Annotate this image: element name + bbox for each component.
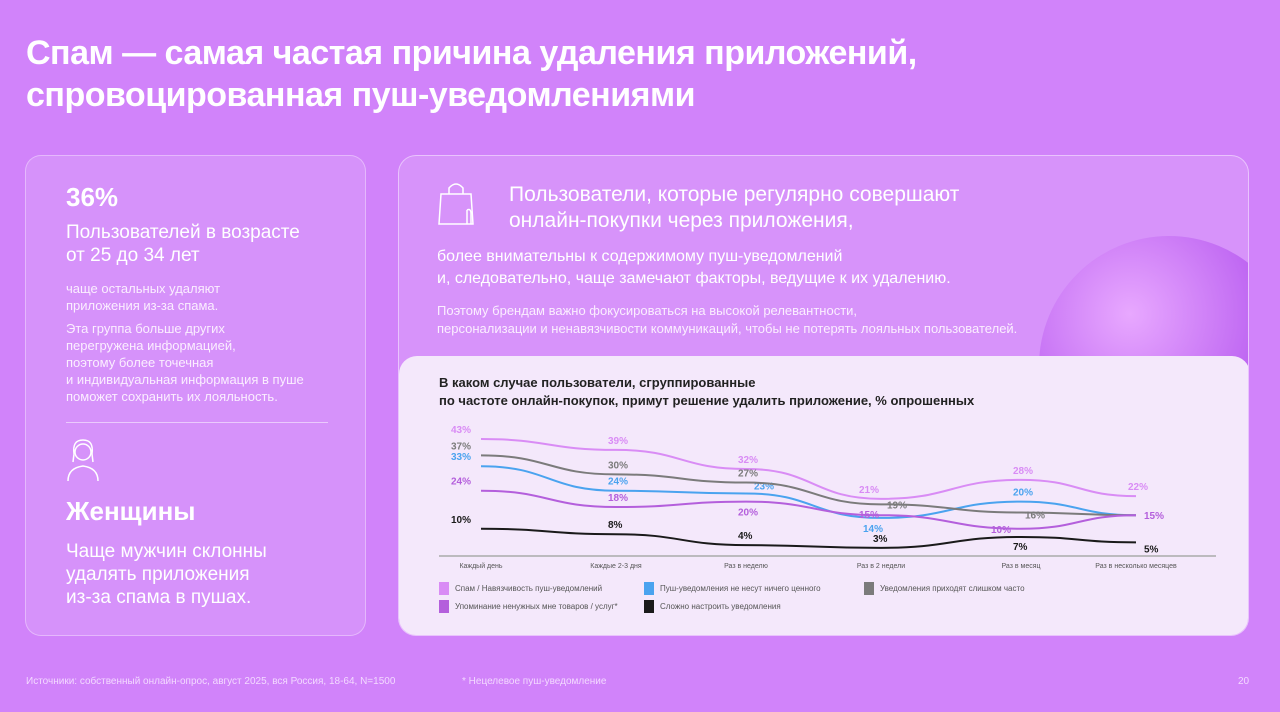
data-label: 20%	[1013, 488, 1033, 499]
data-label: 19%	[887, 500, 907, 511]
legend-swatch	[644, 582, 654, 595]
stat-value: 36%	[66, 182, 119, 212]
shoppers-heading: Пользователи, которые регулярно совершаю…	[509, 183, 960, 232]
stat-sub: чаще остальных удаляют приложения из-за с…	[66, 281, 221, 313]
chart-card: В каком случае пользователи, сгруппирова…	[399, 356, 1248, 635]
shoppers-note: Поэтому брендам важно фокусироваться на …	[437, 303, 1018, 336]
age-stat-card: 36% Пользователей в возрасте от 25 до 34 …	[25, 155, 366, 636]
series-line	[480, 527, 1137, 549]
legend-swatch	[439, 582, 449, 595]
data-label: 15%	[859, 510, 879, 521]
legend-item: Сложно настроить уведомления	[644, 600, 781, 613]
data-label: 4%	[738, 531, 753, 542]
data-label: 18%	[608, 493, 628, 504]
footnote: * Нецелевое пуш-уведомление	[462, 676, 607, 687]
series-line	[480, 489, 1137, 530]
data-label: 43%	[451, 425, 471, 436]
x-tick-label: Раз в несколько месяцев	[1095, 563, 1177, 570]
data-label: 3%	[873, 534, 888, 545]
data-label: 39%	[608, 436, 628, 447]
series-line	[480, 465, 1137, 519]
shoppers-card: Пользователи, которые регулярно совершаю…	[398, 155, 1249, 636]
x-tick-label: Раз в неделю	[724, 563, 768, 570]
data-label: 10%	[451, 515, 471, 526]
shopping-bag-icon	[438, 183, 474, 225]
stat-text: Пользователей в возрасте от 25 до 34 лет	[66, 222, 300, 266]
data-label: 27%	[738, 469, 758, 480]
women-heading: Женщины	[66, 496, 196, 526]
data-label: 15%	[1144, 511, 1164, 522]
series-line	[480, 438, 1137, 500]
x-tick-label: Раз в 2 недели	[857, 563, 905, 570]
legend-label: Спам / Навязчивость пуш-уведомлений	[455, 584, 603, 593]
legend-item: Спам / Навязчивость пуш-уведомлений	[439, 582, 602, 595]
data-label: 24%	[608, 477, 628, 488]
stat-note: Эта группа больше других перегружена инфо…	[66, 321, 304, 404]
legend-item: Упоминание ненужных мне товаров / услуг*	[439, 600, 618, 613]
woman-icon	[67, 439, 99, 482]
x-tick-label: Раз в месяц	[1001, 563, 1040, 570]
x-tick-label: Каждые 2-3 дня	[590, 563, 642, 570]
legend-label: Упоминание ненужных мне товаров / услуг*	[455, 602, 618, 611]
data-label: 24%	[451, 477, 471, 488]
data-label: 28%	[1013, 466, 1033, 477]
data-label: 5%	[1144, 544, 1159, 555]
legend-label: Сложно настроить уведомления	[660, 602, 781, 611]
data-label: 22%	[1128, 482, 1148, 493]
series-line	[480, 454, 1137, 517]
data-label: 23%	[754, 481, 774, 492]
line-chart: Каждый день Каждые 2-3 дня Раз в неделю Раз…	[439, 425, 1216, 570]
title-line: спровоцированная пуш-уведомлениями	[26, 76, 695, 114]
data-label: 37%	[451, 441, 471, 452]
legend-swatch	[864, 582, 874, 595]
legend-item: Пуш-уведомления не несут ничего ценного	[644, 582, 821, 595]
page-number: 20	[1238, 676, 1250, 687]
legend-label: Пуш-уведомления не несут ничего ценного	[660, 584, 821, 593]
divider	[66, 422, 328, 423]
data-label: 30%	[608, 460, 628, 471]
data-label: 10%	[991, 525, 1011, 536]
data-label: 32%	[738, 455, 758, 466]
data-label: 20%	[738, 508, 758, 519]
legend-swatch	[644, 600, 654, 613]
data-label: 16%	[1025, 510, 1045, 521]
data-label: 33%	[451, 452, 471, 463]
data-label: 8%	[608, 520, 623, 531]
chart-title: В каком случае пользователи, сгруппирова…	[439, 375, 975, 408]
legend-swatch	[439, 600, 449, 613]
legend-item: Уведомления приходят слишком часто	[864, 582, 1025, 595]
title-line: Спам — самая частая причина удаления при…	[26, 34, 917, 72]
page-title: Спам — самая частая причина удаления при…	[26, 32, 917, 116]
legend-label: Уведомления приходят слишком часто	[880, 584, 1025, 593]
data-label: 7%	[1013, 542, 1028, 553]
x-tick-label: Каждый день	[459, 562, 502, 570]
source-note: Источники: собственный онлайн-опрос, авг…	[26, 676, 396, 687]
women-text: Чаще мужчин склонны удалять приложения из-…	[66, 541, 267, 608]
shoppers-sub: более внимательны к содержимому пуш-увед…	[437, 248, 951, 287]
data-label: 21%	[859, 485, 879, 496]
data-label: 14%	[863, 524, 883, 535]
